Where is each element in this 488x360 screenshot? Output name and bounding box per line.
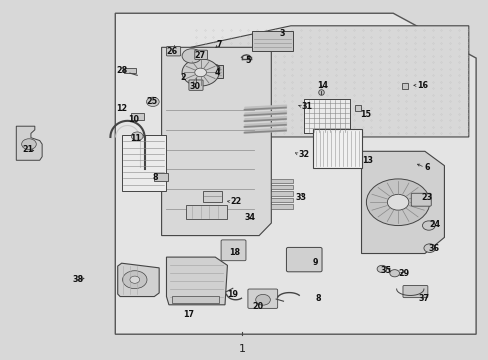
Text: 18: 18 — [229, 248, 240, 257]
Text: 30: 30 — [189, 82, 200, 91]
Circle shape — [122, 271, 147, 289]
Circle shape — [423, 244, 435, 252]
Text: 28: 28 — [116, 66, 127, 75]
FancyBboxPatch shape — [410, 193, 430, 206]
Bar — [304, 99, 349, 133]
Bar — [131, 113, 143, 120]
Bar — [123, 68, 136, 73]
Polygon shape — [190, 26, 468, 137]
Text: 4: 4 — [215, 68, 220, 77]
Bar — [122, 135, 165, 191]
FancyBboxPatch shape — [188, 80, 203, 90]
FancyBboxPatch shape — [194, 50, 207, 59]
Text: 11: 11 — [129, 134, 141, 143]
Circle shape — [130, 276, 140, 283]
Polygon shape — [161, 47, 271, 235]
Bar — [185, 205, 227, 220]
Polygon shape — [16, 126, 42, 160]
Text: 33: 33 — [295, 193, 306, 202]
Polygon shape — [118, 263, 159, 297]
Text: 32: 32 — [298, 150, 308, 159]
Text: 16: 16 — [417, 81, 427, 90]
Circle shape — [422, 221, 434, 230]
FancyBboxPatch shape — [402, 285, 427, 298]
Bar — [203, 191, 221, 202]
Circle shape — [182, 59, 219, 86]
Text: 5: 5 — [245, 56, 251, 65]
Bar — [312, 129, 361, 168]
Circle shape — [386, 194, 408, 210]
Text: 3: 3 — [279, 29, 285, 38]
Polygon shape — [194, 65, 222, 78]
Bar — [271, 192, 293, 196]
FancyBboxPatch shape — [221, 240, 245, 261]
Circle shape — [182, 49, 201, 63]
Text: 13: 13 — [362, 156, 373, 165]
Bar — [251, 31, 293, 51]
FancyBboxPatch shape — [247, 289, 277, 309]
Text: 23: 23 — [421, 193, 432, 202]
Circle shape — [255, 294, 270, 305]
Bar — [271, 198, 293, 202]
Text: 9: 9 — [312, 258, 317, 267]
Bar — [271, 185, 293, 189]
Polygon shape — [361, 151, 444, 253]
Circle shape — [194, 68, 206, 77]
Bar — [304, 99, 349, 133]
Bar — [271, 179, 293, 183]
Text: 26: 26 — [166, 48, 178, 57]
Text: 12: 12 — [116, 104, 127, 113]
Polygon shape — [115, 13, 475, 334]
Text: 35: 35 — [380, 266, 390, 275]
Text: 38: 38 — [72, 275, 83, 284]
Text: 24: 24 — [428, 220, 439, 229]
Bar — [172, 296, 218, 303]
Text: 34: 34 — [244, 213, 255, 222]
Text: 2: 2 — [180, 73, 185, 82]
Circle shape — [21, 139, 36, 149]
Text: 8: 8 — [315, 294, 321, 303]
Text: 7: 7 — [216, 40, 222, 49]
Circle shape — [389, 270, 399, 277]
Text: 10: 10 — [127, 115, 139, 124]
Text: 8: 8 — [153, 173, 158, 182]
Text: 25: 25 — [146, 96, 157, 105]
Text: 1: 1 — [238, 344, 245, 354]
Circle shape — [366, 179, 429, 226]
Circle shape — [376, 265, 386, 273]
Text: 14: 14 — [316, 81, 327, 90]
Text: 17: 17 — [183, 310, 194, 319]
Circle shape — [146, 97, 159, 107]
Text: 20: 20 — [252, 302, 263, 311]
Circle shape — [131, 132, 143, 140]
Text: 36: 36 — [427, 244, 438, 253]
Text: 19: 19 — [227, 290, 238, 299]
Text: 31: 31 — [301, 102, 312, 111]
FancyBboxPatch shape — [166, 46, 180, 56]
Text: 37: 37 — [418, 294, 428, 303]
Text: 6: 6 — [424, 163, 429, 172]
Text: 21: 21 — [22, 145, 33, 154]
Text: 15: 15 — [359, 110, 370, 119]
Text: 27: 27 — [194, 51, 205, 60]
Bar — [154, 173, 167, 181]
Text: 29: 29 — [397, 269, 408, 278]
Bar — [271, 204, 293, 209]
FancyBboxPatch shape — [286, 247, 322, 272]
Polygon shape — [166, 257, 227, 305]
Text: 22: 22 — [230, 197, 242, 206]
